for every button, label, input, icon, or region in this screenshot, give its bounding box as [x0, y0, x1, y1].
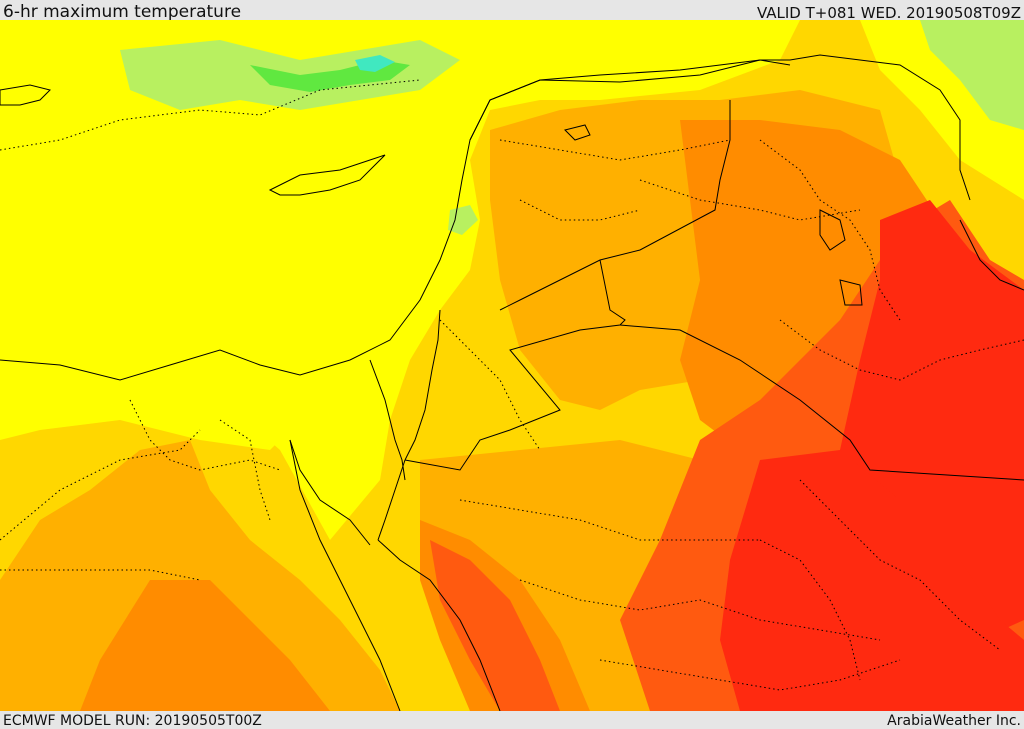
- province-line: [0, 569, 201, 581]
- orange-light-egypt-west: [0, 440, 400, 711]
- model-run: ECMWF MODEL RUN: 20190505T00Z: [3, 713, 262, 729]
- green-patch-lebanon: [448, 205, 478, 235]
- cyan-patch: [355, 55, 395, 72]
- orange-dark-redsea: [430, 540, 560, 711]
- border-jordan-israel: [404, 309, 441, 461]
- yellow-region-egypt: [0, 350, 300, 450]
- coast-aegean-islands: [0, 84, 51, 106]
- map-title: 6-hr maximum temperature: [3, 2, 242, 22]
- orange-zone-egypt-south: [80, 580, 330, 711]
- province-line: [499, 139, 731, 161]
- province-line: [439, 319, 541, 451]
- province-boundaries: [0, 79, 1024, 691]
- header-bar: [0, 0, 1024, 20]
- province-line: [0, 429, 201, 541]
- temperature-map: [0, 20, 1024, 711]
- province-line: [779, 319, 1024, 381]
- coast-redsea-west: [289, 439, 401, 711]
- province-line: [459, 499, 760, 541]
- province-line: [129, 399, 281, 471]
- province-line: [639, 179, 861, 221]
- coastline-levant: [0, 59, 791, 381]
- yellow-region-mediterranean: [0, 20, 800, 540]
- valid-time: VALID T+081 WED. 20190508T09Z: [756, 4, 1021, 22]
- province-line: [799, 479, 1001, 651]
- province-line: [759, 139, 901, 321]
- border-syria-iraq: [499, 100, 731, 311]
- footer-bar: [0, 711, 1024, 729]
- coast-cyprus: [268, 154, 386, 196]
- province-line: [0, 79, 421, 151]
- province-line: [219, 419, 271, 521]
- border-jordan-saudi: [404, 259, 626, 471]
- coast-sinai-west: [289, 439, 371, 546]
- lake-van: [564, 124, 591, 141]
- province-line: [759, 539, 861, 681]
- red-zone-east-arabia: [720, 450, 1024, 711]
- green-patch-ne: [920, 20, 1024, 130]
- border-iraq-saudi: [619, 324, 1024, 481]
- red-zone-iraq-kuwait: [840, 200, 1024, 640]
- coast-redsea-east: [377, 539, 501, 711]
- lake-razzaza: [839, 279, 863, 306]
- province-line: [599, 659, 901, 691]
- country-borders: [0, 54, 1024, 711]
- lake-tharthar: [819, 209, 846, 251]
- coast-persian-gulf: [959, 219, 1024, 291]
- province-line: [519, 579, 881, 641]
- coast-sinai-east: [377, 459, 406, 541]
- border-turkey-syria: [469, 54, 971, 201]
- credit: ArabiaWeather Inc.: [887, 713, 1021, 729]
